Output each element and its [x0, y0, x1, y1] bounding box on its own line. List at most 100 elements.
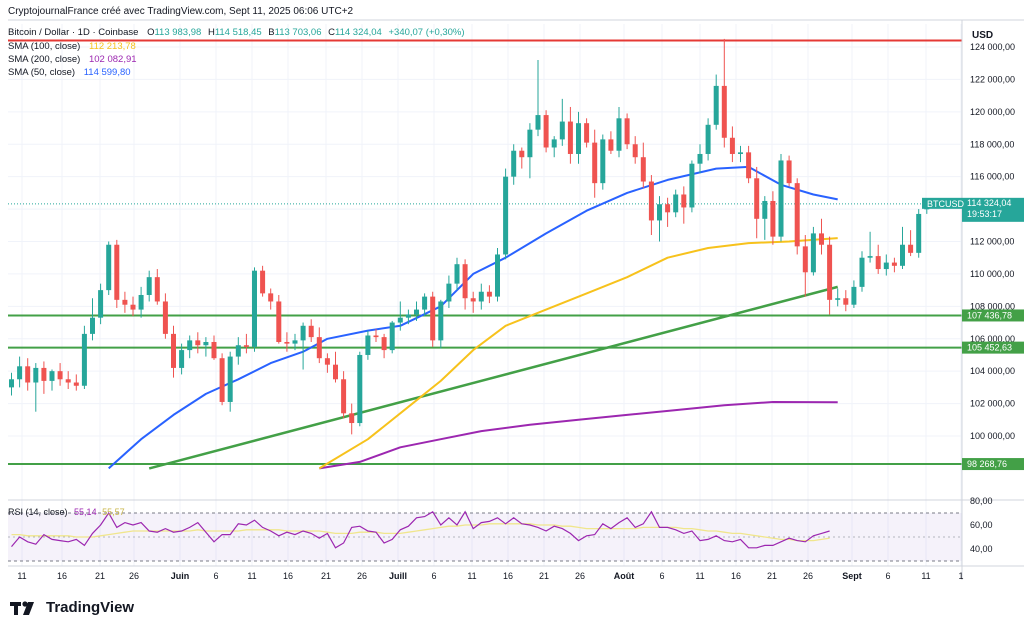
candle-body-up [414, 309, 419, 315]
trendline-support [148, 285, 839, 470]
sma50-value: 114 599,80 [83, 67, 131, 78]
high-value: 114 518,45 [214, 27, 262, 38]
candle-body-down [908, 244, 914, 253]
time-tick-label: 16 [283, 571, 293, 581]
candle-body-down [608, 139, 614, 151]
rsi-value: 55,14 [74, 507, 97, 517]
time-tick-label: 26 [357, 571, 367, 581]
time-tick-label: 6 [659, 571, 664, 581]
rsi-tick-label: 60,00 [970, 520, 993, 530]
candle-body-down [130, 304, 136, 310]
time-tick-label: 16 [731, 571, 741, 581]
candle-body-up [454, 264, 460, 284]
rsi-ma-line [11, 523, 830, 542]
candle-body-down [243, 345, 249, 347]
price-tick-label: 124 000,00 [970, 42, 1015, 52]
candle-body-down [430, 296, 436, 341]
candle-body-up [689, 163, 695, 208]
level-price-label: 107 436,78 [967, 310, 1012, 320]
candle-body-up [235, 345, 241, 357]
candle-body-down [57, 371, 63, 380]
candle-body-up [900, 244, 905, 266]
ticker-tag [922, 197, 962, 209]
symbol-legend[interactable]: Bitcoin / Dollar · 1D · Coinbase O113 98… [8, 27, 465, 38]
candle-body-down [195, 340, 201, 346]
close-value: 114 324,04 [335, 27, 382, 38]
candle-body-up [405, 314, 411, 318]
candle-body-down [154, 277, 160, 302]
candle-body-down [802, 246, 808, 273]
change-value: +340,07 (+0,30%) [388, 27, 465, 38]
sma100-name: SMA (100, close) [8, 41, 81, 52]
candle-body-down [381, 337, 387, 351]
last-price-label: 114 324,04 [967, 198, 1011, 208]
candle-body-down [122, 299, 128, 305]
candle-body-down [324, 358, 330, 365]
candle-body-up [9, 379, 14, 388]
price-tick-label: 106 000,00 [970, 334, 1015, 344]
candle-body-up [106, 244, 112, 291]
candle-body-up [705, 124, 711, 154]
candle-body-down [819, 233, 824, 245]
candle-body-down [665, 204, 671, 213]
rsi-name: RSI (14, close) [8, 507, 68, 517]
candle-body-down [162, 301, 168, 334]
candle-body-down [341, 379, 347, 414]
candle-body-down [462, 264, 468, 299]
candle-body-up [657, 204, 662, 221]
price-tick-label: 120 000,00 [970, 107, 1015, 117]
candle-body-down [721, 85, 727, 138]
time-tick-label: 26 [129, 571, 139, 581]
candle-body-up [697, 153, 703, 164]
time-tick-label: 26 [575, 571, 585, 581]
time-tick-label: 11 [17, 571, 26, 581]
candle-body-up [559, 121, 565, 140]
rsi-ma-value: 55,57 [102, 507, 125, 517]
tradingview-logo-icon [10, 600, 34, 615]
candle-body-up [90, 317, 95, 334]
candle-body-up [503, 176, 509, 255]
open-value: 113 983,98 [154, 27, 202, 38]
candle-body-up [810, 233, 816, 273]
candle-body-down [519, 150, 525, 158]
sma200-value: 102 082,91 [88, 54, 137, 65]
candle-body-down [754, 178, 760, 219]
time-tick-label: 11 [247, 571, 256, 581]
candle-body-up [422, 296, 428, 310]
candle-body-up [438, 301, 444, 341]
sma200-line [319, 401, 838, 470]
price-tick-label: 118 000,00 [970, 139, 1014, 149]
sma100-legend[interactable]: SMA (100, close) 112 213,78 [8, 41, 136, 52]
candle-body-up [495, 254, 500, 297]
sma200-legend[interactable]: SMA (200, close) 102 082,91 [8, 54, 137, 65]
candle-body-up [187, 340, 193, 351]
sma200-name: SMA (200, close) [8, 54, 81, 65]
price-tick-label: 102 000,00 [970, 399, 1015, 409]
candle-body-up [713, 85, 719, 125]
time-tick-label: 16 [503, 571, 513, 581]
time-tick-label: 1 [958, 571, 963, 581]
candle-body-up [851, 286, 857, 305]
candle-body-up [883, 262, 889, 270]
low-value: 113 703,06 [274, 27, 322, 38]
candle-body-up [98, 290, 104, 318]
time-tick-label: 11 [695, 571, 704, 581]
moving-averages [108, 165, 838, 470]
level-price-tag [962, 341, 1024, 354]
sma50-legend[interactable]: SMA (50, close) 114 599,80 [8, 67, 131, 78]
level-price-label: 98 268,76 [967, 459, 1007, 469]
rsi-pane [8, 510, 962, 562]
price-tick-label: 110 000,00 [970, 269, 1014, 279]
time-tick-label: 11 [467, 571, 476, 581]
candle-body-down [624, 118, 630, 145]
candle-body-up [916, 213, 922, 253]
candle-body-up [616, 118, 622, 151]
time-tick-label: Sept [842, 571, 862, 581]
tradingview-logo[interactable]: TradingView [10, 599, 134, 616]
rsi-legend[interactable]: RSI (14, close) 55,14 55,57 [8, 507, 125, 517]
candle-body-down [567, 121, 573, 154]
candle-body-down [114, 244, 120, 300]
